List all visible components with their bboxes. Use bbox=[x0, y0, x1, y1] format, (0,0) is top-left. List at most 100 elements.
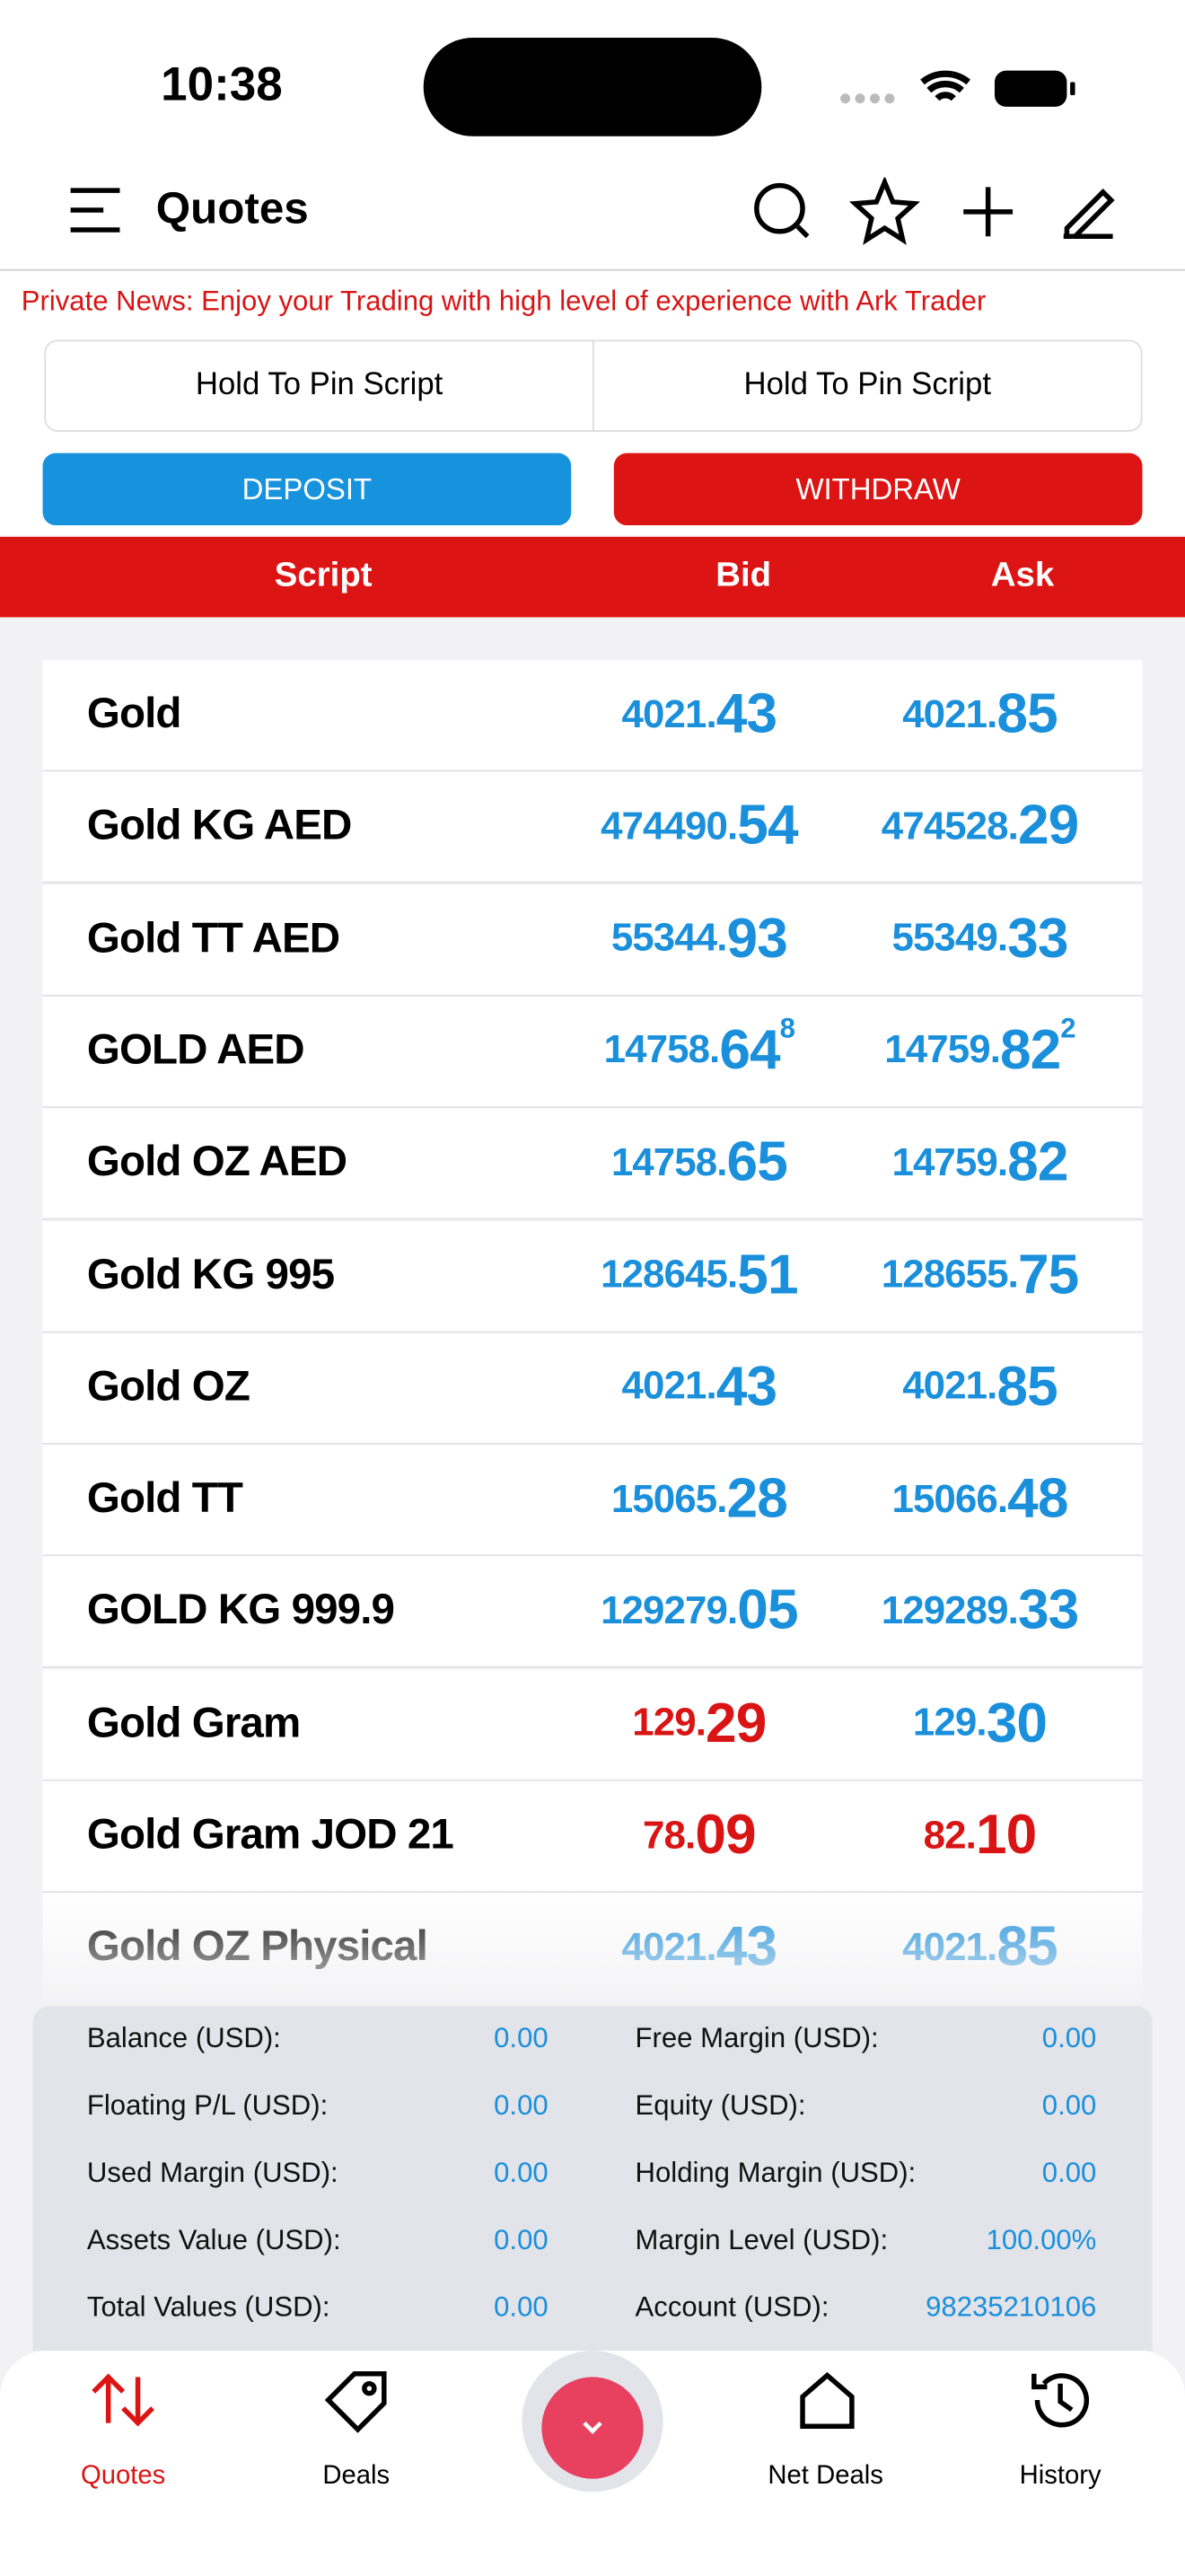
account-value: 0.00 bbox=[494, 2157, 549, 2189]
ask-price: 82. 10 bbox=[840, 1781, 1119, 1891]
ask-price: 474528. 29 bbox=[840, 772, 1119, 882]
price-small: 4021. bbox=[621, 691, 717, 736]
price-small: 14758. bbox=[603, 1028, 721, 1073]
deposit-button[interactable]: DEPOSIT bbox=[42, 453, 572, 526]
price-large: 29 bbox=[706, 1692, 767, 1754]
quote-row[interactable]: Gold KG AED 474490. 54 474528. 29 bbox=[42, 771, 1143, 884]
price-large: 05 bbox=[737, 1579, 798, 1643]
favorite-button[interactable] bbox=[848, 177, 920, 245]
price-large: 64 bbox=[719, 1019, 780, 1082]
ask-price: 55349. 33 bbox=[840, 884, 1119, 994]
price-large: 09 bbox=[695, 1804, 756, 1867]
bid-price: 474490. 54 bbox=[559, 772, 838, 882]
nav-item[interactable]: Net Deals bbox=[768, 2462, 883, 2491]
account-value: 0.00 bbox=[494, 2089, 549, 2122]
script-name: Gold Gram bbox=[86, 1696, 301, 1746]
fab-button[interactable] bbox=[541, 2377, 644, 2479]
status-icons bbox=[840, 70, 1075, 107]
pin-slot[interactable]: Hold To Pin Script bbox=[743, 367, 991, 402]
quote-row[interactable]: Gold Gram 129. 29 129. 30 bbox=[42, 1668, 1143, 1781]
nav-item[interactable]: Quotes bbox=[80, 2462, 166, 2491]
bid-price: 4021.43 bbox=[559, 660, 838, 769]
withdraw-button[interactable]: WITHDRAW bbox=[613, 453, 1143, 526]
edit-button[interactable] bbox=[1063, 189, 1115, 240]
script-name: Gold KG AED bbox=[86, 799, 352, 849]
price-large: 51 bbox=[737, 1243, 798, 1306]
ask-price: 14759. 82 bbox=[840, 1108, 1119, 1218]
quote-row[interactable]: Gold TT AED 55344. 93 55349. 33 bbox=[42, 884, 1143, 997]
price-large: 48 bbox=[1007, 1467, 1068, 1531]
account-label: Balance (USD): bbox=[86, 2022, 281, 2054]
ask-price: 128655. 75 bbox=[840, 1220, 1119, 1330]
price-sup: 2 bbox=[1060, 1012, 1075, 1044]
add-button[interactable] bbox=[963, 187, 1014, 237]
account-label: Total Values (USD): bbox=[86, 2291, 330, 2324]
nav-icons bbox=[92, 2370, 1090, 2433]
price-small: 129289. bbox=[881, 1588, 1019, 1633]
price-large: 28 bbox=[726, 1467, 788, 1531]
price-small: 14758. bbox=[610, 1140, 728, 1185]
price-large: 82 bbox=[1007, 1131, 1068, 1194]
account-label: Account (USD): bbox=[635, 2291, 830, 2324]
quote-row[interactable]: Gold 4021. 43 4021. 85 bbox=[42, 659, 1143, 772]
nav-item[interactable]: Deals bbox=[322, 2462, 391, 2491]
price-small: 128655. bbox=[881, 1252, 1019, 1297]
price-large: 43 bbox=[715, 1355, 777, 1419]
script-name: GOLD KG 999.9 bbox=[86, 1585, 395, 1634]
price-large: 65 bbox=[726, 1131, 788, 1194]
bid-price: 55344. 93 bbox=[559, 884, 838, 994]
fade bbox=[0, 1887, 1185, 2007]
column-header: Ask bbox=[990, 556, 1055, 594]
price-small: 14759. bbox=[891, 1140, 1008, 1185]
account-value: 0.00 bbox=[1041, 2022, 1097, 2054]
price-large: 33 bbox=[1017, 1579, 1079, 1643]
menu-button[interactable] bbox=[66, 184, 125, 237]
bid-price: 128645. 51 bbox=[559, 1220, 838, 1330]
bid-price: 78. 09 bbox=[559, 1781, 838, 1891]
account-value: 98235210106 bbox=[926, 2291, 1097, 2324]
price-large: 85 bbox=[996, 1355, 1058, 1419]
price-small: 4021. bbox=[902, 691, 997, 736]
quote-row[interactable]: GOLD KG 999.9 129279. 05 129289. 33 bbox=[42, 1556, 1143, 1669]
account-value: 0.00 bbox=[494, 2224, 549, 2256]
account-value: 0.00 bbox=[494, 2022, 549, 2054]
price-large: 54 bbox=[737, 795, 798, 857]
price-small: 15065. bbox=[610, 1476, 728, 1522]
ask-price: 14759. 82 2 bbox=[840, 997, 1119, 1106]
price-small: 474528. bbox=[881, 804, 1019, 848]
header-icons bbox=[754, 177, 1115, 245]
script-name: Gold OZ AED bbox=[86, 1136, 347, 1186]
quote-row[interactable]: Gold TT 15065. 28 15066. 48 bbox=[42, 1445, 1143, 1557]
quote-row[interactable]: Gold OZ AED 14758. 65 14759. 82 bbox=[42, 1108, 1143, 1220]
script-name: Gold KG 995 bbox=[86, 1248, 335, 1298]
pin-slot[interactable]: Hold To Pin Script bbox=[46, 341, 594, 431]
quote-row[interactable]: Gold OZ 4021. 43 4021. 85 bbox=[42, 1332, 1143, 1445]
price-large: 29 bbox=[1017, 795, 1079, 857]
price-small: 55344. bbox=[610, 916, 728, 961]
script-name: Gold OZ bbox=[86, 1360, 250, 1411]
bid-price: 14758. 65 bbox=[559, 1108, 838, 1218]
quote-row[interactable]: Gold Gram JOD 21 78. 09 82. 10 bbox=[42, 1780, 1143, 1894]
account-label: Equity (USD): bbox=[635, 2089, 806, 2122]
price-large: 82 bbox=[999, 1019, 1061, 1082]
account-label: Holding Margin (USD): bbox=[635, 2157, 917, 2189]
search-button[interactable] bbox=[754, 182, 810, 239]
price-small: 15066. bbox=[891, 1476, 1008, 1522]
price-small: 128645. bbox=[601, 1252, 738, 1297]
bid-price: 15065. 28 bbox=[559, 1445, 838, 1554]
bid-price: 129279. 05 bbox=[559, 1557, 838, 1666]
account-label: Used Margin (USD): bbox=[86, 2157, 338, 2189]
price-small: 78. bbox=[643, 1813, 696, 1858]
status-time: 10:38 bbox=[161, 58, 283, 112]
bid-price: 14758. 64 8 bbox=[559, 997, 838, 1106]
quote-row[interactable]: Gold KG 995 128645. 51 128655. 75 bbox=[42, 1220, 1143, 1332]
bid-price: 129. 29 bbox=[559, 1669, 838, 1779]
script-name: Gold TT AED bbox=[86, 911, 340, 962]
script-name: Gold Gram JOD 21 bbox=[86, 1808, 454, 1859]
account-label: Free Margin (USD): bbox=[635, 2022, 879, 2054]
price-large: 30 bbox=[986, 1692, 1048, 1754]
nav-item[interactable]: History bbox=[1019, 2462, 1102, 2491]
column-header: Bid bbox=[715, 556, 772, 594]
quote-row[interactable]: GOLD AED 14758. 64 8 14759. 82 2 bbox=[42, 996, 1143, 1108]
